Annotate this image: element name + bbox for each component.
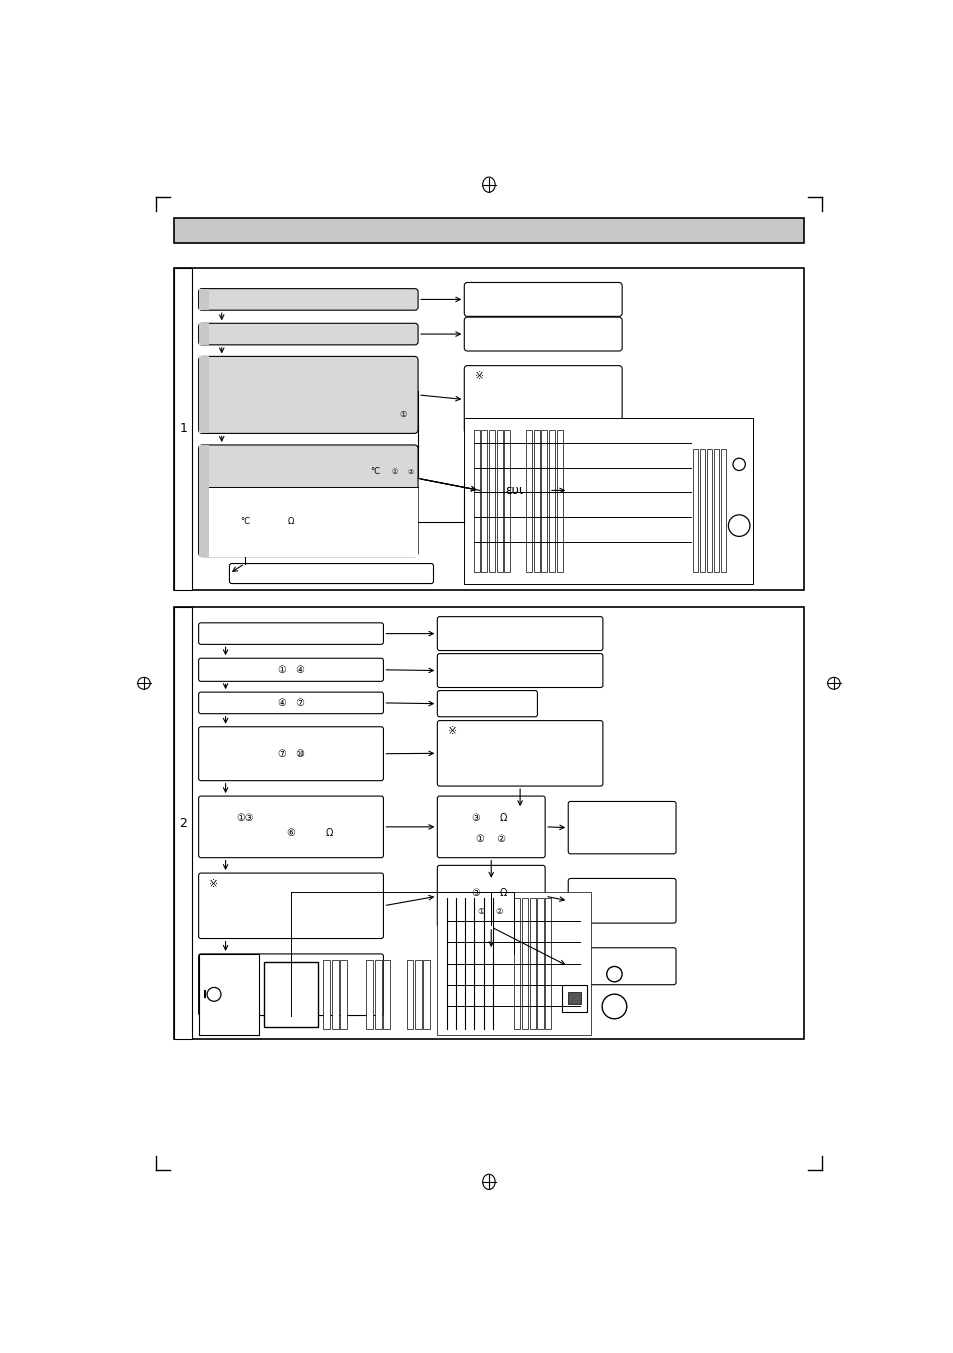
FancyBboxPatch shape bbox=[436, 653, 602, 687]
Bar bbox=[497, 429, 502, 572]
Bar bbox=[264, 962, 317, 1027]
Bar bbox=[375, 961, 381, 1028]
Bar bbox=[706, 449, 712, 572]
FancyBboxPatch shape bbox=[198, 727, 383, 781]
Bar bbox=[548, 429, 555, 572]
Text: ※: ※ bbox=[210, 879, 218, 889]
Bar bbox=[198, 356, 210, 433]
Bar bbox=[692, 449, 698, 572]
Bar bbox=[700, 449, 704, 572]
Bar bbox=[383, 961, 390, 1028]
Bar bbox=[568, 992, 580, 1004]
FancyBboxPatch shape bbox=[198, 873, 383, 939]
Bar bbox=[340, 961, 347, 1028]
Bar bbox=[529, 898, 536, 1028]
FancyBboxPatch shape bbox=[436, 866, 544, 927]
Bar bbox=[173, 268, 193, 590]
FancyBboxPatch shape bbox=[198, 445, 417, 556]
FancyBboxPatch shape bbox=[464, 283, 621, 317]
FancyBboxPatch shape bbox=[464, 317, 621, 350]
FancyBboxPatch shape bbox=[198, 323, 417, 345]
Text: ③: ③ bbox=[471, 813, 479, 823]
FancyBboxPatch shape bbox=[436, 721, 602, 786]
FancyBboxPatch shape bbox=[568, 472, 633, 509]
Bar bbox=[479, 467, 548, 514]
Text: ①    ②: ① ② bbox=[478, 907, 503, 916]
Bar bbox=[525, 429, 532, 572]
Text: Ω: Ω bbox=[326, 828, 333, 838]
Text: 1: 1 bbox=[179, 422, 187, 436]
FancyBboxPatch shape bbox=[568, 947, 676, 985]
Text: ③: ③ bbox=[471, 888, 479, 898]
Text: ①   ④: ① ④ bbox=[277, 664, 304, 675]
Text: ①: ① bbox=[392, 469, 397, 475]
Bar bbox=[504, 429, 510, 572]
Text: Ω: Ω bbox=[498, 888, 506, 898]
Bar bbox=[198, 323, 210, 345]
Text: ①    ②: ① ② bbox=[476, 835, 506, 844]
Bar bbox=[473, 429, 479, 572]
Bar bbox=[406, 961, 413, 1028]
Bar bbox=[480, 429, 487, 572]
Text: ①: ① bbox=[398, 410, 406, 418]
Bar bbox=[423, 961, 430, 1028]
Bar bbox=[521, 898, 528, 1028]
Text: ①③: ①③ bbox=[235, 813, 253, 823]
FancyBboxPatch shape bbox=[568, 878, 676, 923]
Bar bbox=[436, 893, 591, 1035]
FancyBboxPatch shape bbox=[198, 693, 383, 713]
FancyBboxPatch shape bbox=[198, 356, 417, 433]
Bar bbox=[540, 429, 547, 572]
FancyBboxPatch shape bbox=[436, 617, 602, 651]
Bar bbox=[557, 429, 562, 572]
FancyBboxPatch shape bbox=[464, 365, 621, 433]
Text: °C: °C bbox=[371, 467, 380, 476]
FancyBboxPatch shape bbox=[436, 690, 537, 717]
Bar bbox=[544, 898, 551, 1028]
Bar bbox=[198, 445, 210, 556]
Text: Ω: Ω bbox=[498, 813, 506, 823]
FancyBboxPatch shape bbox=[229, 564, 433, 583]
Bar bbox=[173, 218, 803, 244]
Bar bbox=[514, 898, 520, 1028]
Bar bbox=[488, 429, 495, 572]
Bar bbox=[720, 449, 725, 572]
FancyBboxPatch shape bbox=[198, 659, 383, 682]
Text: ④   ⑦: ④ ⑦ bbox=[277, 698, 304, 708]
Bar bbox=[415, 961, 421, 1028]
Bar bbox=[198, 954, 258, 1035]
Bar bbox=[332, 961, 338, 1028]
Text: 2: 2 bbox=[179, 816, 187, 829]
Bar bbox=[173, 607, 803, 1039]
Text: ※: ※ bbox=[475, 372, 484, 382]
FancyBboxPatch shape bbox=[198, 288, 417, 310]
Text: Ω: Ω bbox=[288, 517, 294, 526]
Text: ⑦   ⑩: ⑦ ⑩ bbox=[277, 748, 304, 759]
Bar bbox=[198, 288, 210, 310]
FancyBboxPatch shape bbox=[198, 796, 383, 858]
Bar bbox=[366, 961, 373, 1028]
Bar bbox=[210, 487, 417, 556]
Text: ※: ※ bbox=[448, 727, 456, 736]
Text: ⑥: ⑥ bbox=[286, 828, 295, 838]
FancyBboxPatch shape bbox=[198, 622, 383, 644]
Text: °C: °C bbox=[239, 517, 250, 526]
Bar bbox=[713, 449, 719, 572]
FancyBboxPatch shape bbox=[198, 954, 383, 1016]
FancyBboxPatch shape bbox=[436, 796, 544, 858]
Bar bbox=[561, 985, 586, 1012]
Bar bbox=[323, 961, 330, 1028]
Bar bbox=[173, 268, 803, 590]
Bar bbox=[173, 607, 193, 1039]
Bar bbox=[464, 418, 752, 583]
Text: ευι: ευι bbox=[505, 484, 523, 497]
Bar bbox=[533, 429, 539, 572]
FancyBboxPatch shape bbox=[568, 801, 676, 854]
Bar bbox=[537, 898, 543, 1028]
Text: ②: ② bbox=[407, 469, 413, 475]
